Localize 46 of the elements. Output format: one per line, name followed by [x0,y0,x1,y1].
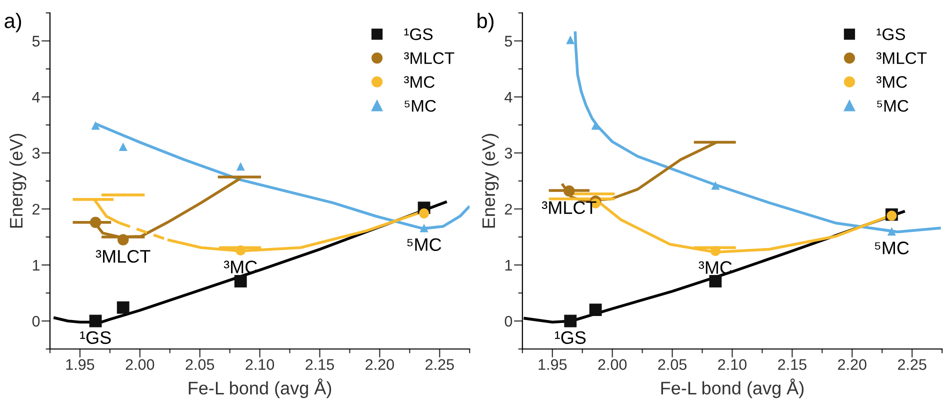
legend-label: ¹GS [404,28,433,40]
annotation: ³MLCT [96,250,150,263]
legend-label: ⁵MC [877,100,908,112]
x-tick-label: 2.25 [898,359,926,370]
x-tick-label: 2.20 [366,359,394,370]
y-tick-label: 3 [504,148,512,159]
x-tick-label: 2.00 [598,359,627,370]
annotation: ¹GS [80,331,111,344]
x-tick-label: 1.95 [538,359,567,370]
y-tick-label: 1 [32,260,40,271]
x-tick-label: 2.05 [186,359,214,370]
annotation: ³MLCT [542,201,596,214]
x-tick-label: 2.10 [246,359,274,370]
annotation: ⁵MC [407,238,442,251]
y-tick-label: 1 [505,260,512,271]
annotation: ¹GS [555,331,586,344]
y-tick-label: 0 [504,316,512,327]
x-tick-label: 1.95 [66,359,94,370]
y-tick-label: 2 [504,204,512,214]
legend-label: ⁵MC [404,100,436,112]
legend-label: ³MLCT [876,52,927,64]
y-tick-label: 2 [32,204,40,214]
x-tick-label: 2.20 [838,359,866,370]
x-tick-label: 2.10 [718,359,747,370]
legend-label: ³MLCT [404,52,454,64]
annotation: ⁵MC [874,242,909,254]
y-tick-label: 3 [32,148,40,159]
legend-label: ¹GS [876,28,906,40]
y-axis-title: Energy (eV) [482,134,499,228]
y-tick-label: 0 [32,316,40,327]
x-tick-label: 2.05 [658,359,687,370]
chart-title: b) [478,12,494,32]
y-tick-label: 4 [504,92,512,102]
y-tick-label: 5 [504,36,512,47]
legend-label: ³MC [404,76,435,88]
x-axis-title: Fe-L bond (avg Å) [188,378,332,398]
y-axis-title: Energy (eV) [9,134,26,228]
chart-title: a) [4,12,22,32]
legend-label: ³MC [876,76,907,88]
y-tick-label: 4 [32,92,40,102]
y-tick-label: 5 [32,36,40,47]
x-tick-label: 2.15 [778,359,806,370]
x-axis-title: Fe-L bond (avg Å) [661,378,804,398]
x-tick-label: 2.25 [426,359,454,370]
x-tick-label: 2.15 [306,359,334,370]
x-tick-label: 2.00 [126,359,154,370]
